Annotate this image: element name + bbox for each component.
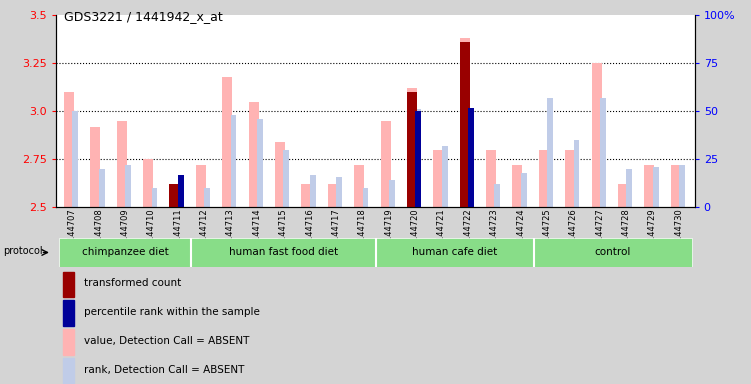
Bar bbox=[671, 165, 680, 207]
Text: transformed count: transformed count bbox=[84, 278, 181, 288]
Bar bbox=[59, 238, 191, 267]
Bar bbox=[407, 92, 417, 207]
Bar bbox=[310, 175, 315, 207]
Bar bbox=[538, 150, 549, 207]
Bar bbox=[170, 184, 179, 207]
Bar bbox=[468, 108, 474, 207]
Bar bbox=[191, 238, 376, 267]
Bar bbox=[283, 150, 289, 207]
Bar bbox=[566, 150, 575, 207]
Bar bbox=[152, 188, 158, 207]
Bar bbox=[381, 121, 391, 207]
Bar bbox=[644, 165, 654, 207]
Bar bbox=[376, 238, 534, 267]
Bar bbox=[301, 184, 312, 207]
Bar bbox=[116, 121, 127, 207]
Bar bbox=[170, 184, 179, 207]
Bar bbox=[574, 140, 580, 207]
Bar bbox=[618, 184, 628, 207]
Bar bbox=[407, 88, 417, 207]
Bar bbox=[679, 165, 685, 207]
Bar bbox=[222, 77, 232, 207]
Bar bbox=[178, 175, 184, 207]
Bar bbox=[415, 111, 421, 207]
Bar bbox=[494, 184, 500, 207]
Bar bbox=[460, 42, 469, 207]
Bar bbox=[62, 358, 74, 383]
Bar bbox=[460, 38, 469, 207]
Bar bbox=[486, 150, 496, 207]
Text: GDS3221 / 1441942_x_at: GDS3221 / 1441942_x_at bbox=[64, 10, 222, 23]
Bar bbox=[534, 238, 692, 267]
Bar bbox=[125, 165, 131, 207]
Bar bbox=[178, 175, 184, 207]
Bar bbox=[354, 165, 364, 207]
Bar bbox=[433, 150, 443, 207]
Bar bbox=[442, 146, 448, 207]
Bar bbox=[600, 98, 606, 207]
Text: percentile rank within the sample: percentile rank within the sample bbox=[84, 307, 260, 317]
Bar bbox=[626, 169, 632, 207]
Text: control: control bbox=[595, 247, 631, 258]
Text: protocol: protocol bbox=[3, 246, 43, 256]
Bar bbox=[143, 159, 153, 207]
Text: human fast food diet: human fast food diet bbox=[228, 247, 338, 258]
Bar bbox=[257, 119, 263, 207]
Bar bbox=[363, 188, 369, 207]
Bar bbox=[99, 169, 104, 207]
Bar bbox=[415, 109, 421, 207]
Bar bbox=[231, 115, 237, 207]
Bar bbox=[62, 329, 74, 355]
Bar bbox=[64, 92, 74, 207]
Bar bbox=[196, 165, 206, 207]
Bar bbox=[653, 167, 659, 207]
Bar bbox=[521, 173, 526, 207]
Bar bbox=[512, 165, 523, 207]
Bar bbox=[72, 111, 78, 207]
Bar bbox=[336, 177, 342, 207]
Bar bbox=[275, 142, 285, 207]
Bar bbox=[204, 188, 210, 207]
Text: value, Detection Call = ABSENT: value, Detection Call = ABSENT bbox=[84, 336, 249, 346]
Bar bbox=[389, 180, 395, 207]
Text: human cafe diet: human cafe diet bbox=[412, 247, 497, 258]
Bar bbox=[62, 272, 74, 297]
Text: chimpanzee diet: chimpanzee diet bbox=[82, 247, 168, 258]
Bar bbox=[547, 98, 553, 207]
Bar bbox=[592, 63, 602, 207]
Bar bbox=[62, 301, 74, 326]
Text: rank, Detection Call = ABSENT: rank, Detection Call = ABSENT bbox=[84, 364, 244, 375]
Bar bbox=[468, 108, 474, 207]
Bar bbox=[249, 102, 258, 207]
Bar bbox=[327, 184, 338, 207]
Bar bbox=[90, 127, 101, 207]
